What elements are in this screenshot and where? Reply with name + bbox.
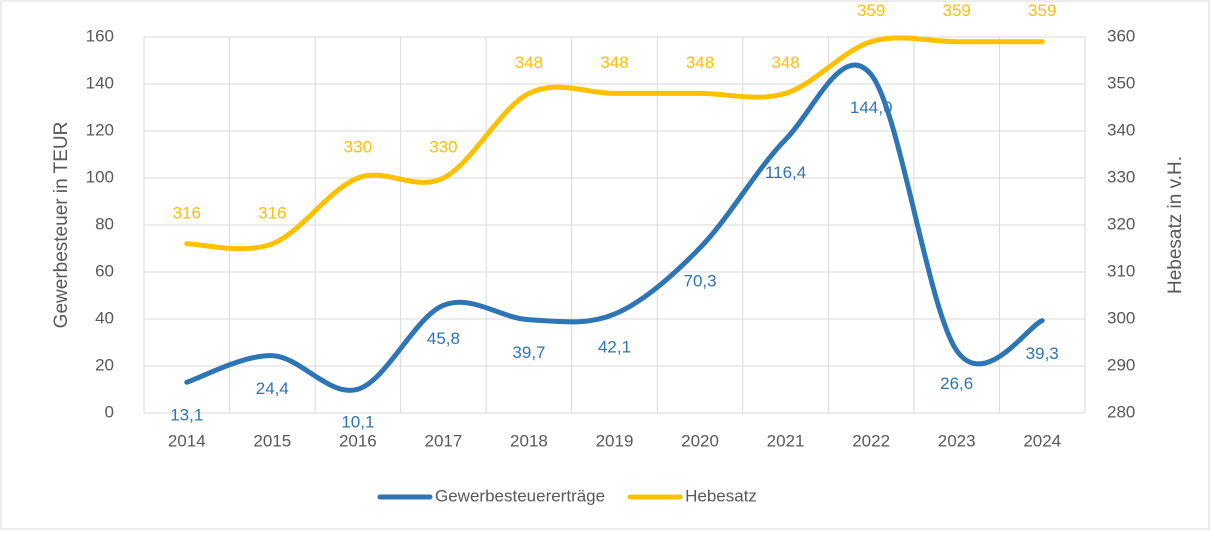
x-tick-label: 2015 xyxy=(253,431,291,450)
y2-tick-label: 290 xyxy=(1107,355,1135,374)
data-label: 359 xyxy=(1028,1,1056,20)
data-label: 348 xyxy=(600,53,628,72)
y2-axis-label: Hebesatz in v.H. xyxy=(1165,156,1186,294)
x-tick-label: 2019 xyxy=(596,431,634,450)
y2-tick-label: 310 xyxy=(1107,261,1135,280)
data-label: 359 xyxy=(942,1,970,20)
y-axis-label: Gewerbesteuer in TEUR xyxy=(51,122,72,329)
data-label: 26,6 xyxy=(940,374,973,393)
y2-tick-label: 340 xyxy=(1107,120,1135,139)
y-tick-label: 0 xyxy=(105,402,114,421)
x-tick-label: 2017 xyxy=(424,431,462,450)
data-label: 316 xyxy=(173,203,201,222)
line xyxy=(184,35,1045,252)
y2-tick-label: 350 xyxy=(1107,73,1135,92)
y2-tick-label: 300 xyxy=(1107,308,1135,327)
data-label: 330 xyxy=(429,137,457,156)
data-label: 10,1 xyxy=(341,413,374,432)
x-tick-label: 2022 xyxy=(852,431,890,450)
line xyxy=(184,62,1045,393)
x-tick-label: 2021 xyxy=(767,431,805,450)
y-tick-label: 120 xyxy=(86,120,114,139)
data-label: 348 xyxy=(515,53,543,72)
y-tick-label: 100 xyxy=(86,167,114,186)
y-tick-label: 80 xyxy=(95,214,114,233)
x-tick-label: 2020 xyxy=(681,431,719,450)
data-label: 13,1 xyxy=(170,406,203,425)
y2-tick-label: 320 xyxy=(1107,214,1135,233)
data-label: 42,1 xyxy=(598,338,631,357)
data-label: 116,4 xyxy=(765,163,806,182)
y-tick-label: 160 xyxy=(86,26,114,45)
data-label: 45,8 xyxy=(427,329,460,348)
y2-tick-label: 360 xyxy=(1107,26,1135,45)
y2-tick-label: 330 xyxy=(1107,167,1135,186)
data-label: 348 xyxy=(771,53,799,72)
data-label: 348 xyxy=(686,53,714,72)
data-label: 39,3 xyxy=(1026,344,1059,363)
data-label: 359 xyxy=(857,1,885,20)
y-tick-label: 40 xyxy=(95,308,114,327)
x-tick-label: 2023 xyxy=(938,431,976,450)
data-label: 70,3 xyxy=(683,271,716,290)
x-tick-label: 2016 xyxy=(339,431,377,450)
y-tick-label: 140 xyxy=(86,73,114,92)
legend-label: Hebesatz xyxy=(685,486,757,505)
y-tick-label: 20 xyxy=(95,355,114,374)
y2-tick-label: 280 xyxy=(1107,402,1135,421)
data-label: 330 xyxy=(344,137,372,156)
data-label: 39,7 xyxy=(512,343,545,362)
x-tick-label: 2014 xyxy=(168,431,206,450)
x-tick-label: 2024 xyxy=(1023,431,1061,450)
y-tick-label: 60 xyxy=(95,261,114,280)
x-tick-label: 2018 xyxy=(510,431,548,450)
data-label: 316 xyxy=(258,203,286,222)
legend-label: Gewerbesteuererträge xyxy=(435,486,605,505)
data-label: 144,0 xyxy=(850,98,893,117)
data-label: 24,4 xyxy=(256,379,289,398)
